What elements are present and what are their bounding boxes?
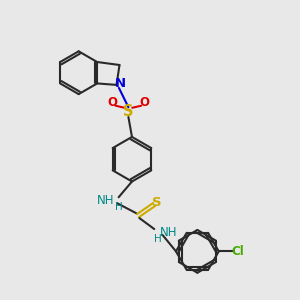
Text: S: S (152, 196, 162, 209)
Text: Cl: Cl (232, 245, 244, 258)
Text: O: O (107, 96, 117, 109)
Text: H: H (154, 234, 162, 244)
Text: S: S (123, 104, 134, 119)
Text: NH: NH (97, 194, 114, 207)
Text: N: N (115, 77, 126, 90)
Text: O: O (140, 96, 150, 109)
Text: NH: NH (160, 226, 178, 238)
Text: H: H (115, 202, 122, 212)
